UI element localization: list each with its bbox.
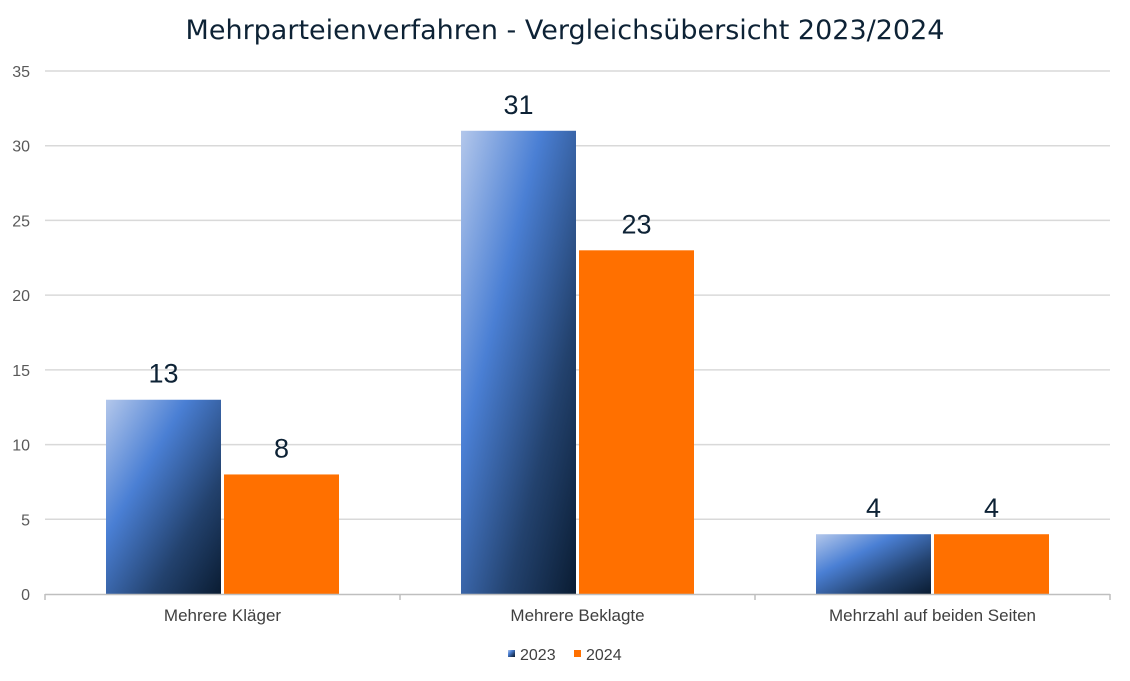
y-tick-label: 25 [12, 213, 30, 230]
chart-title: Mehrparteienverfahren - Vergleichsübersi… [186, 15, 945, 46]
data-label: 4 [984, 493, 999, 523]
data-label: 13 [148, 359, 178, 389]
gridlines [45, 70, 1110, 521]
x-category-label: Mehrere Beklagte [510, 606, 644, 625]
x-axis: Mehrere Kläger Mehrere Beklagte Mehrzahl a… [44, 593, 1111, 625]
y-tick-label: 10 [12, 438, 30, 455]
y-tick-label: 5 [21, 512, 30, 529]
bars [106, 130, 1049, 595]
bar-2024-2 [934, 534, 1049, 594]
y-tick-label: 35 [12, 64, 30, 81]
data-labels: 13 8 31 23 4 4 [148, 90, 999, 523]
legend-label: 2023 [520, 647, 556, 664]
data-label: 23 [621, 209, 651, 239]
legend-swatch-2024 [574, 650, 581, 657]
data-label: 8 [274, 433, 289, 463]
legend: 2023 2024 [508, 647, 622, 664]
y-tick-label: 20 [12, 288, 30, 305]
y-tick-label: 30 [12, 139, 30, 156]
bar-2024-0 [224, 474, 339, 594]
bar-2024-1 [579, 250, 694, 595]
data-label: 4 [866, 493, 881, 523]
y-axis-ticks: 0 5 10 15 20 25 30 35 [12, 64, 30, 604]
y-tick-label: 0 [21, 587, 30, 604]
x-category-label: Mehrzahl auf beiden Seiten [829, 606, 1036, 625]
y-tick-label: 15 [12, 363, 30, 380]
bar-2023-0 [106, 399, 221, 594]
x-category-label: Mehrere Kläger [164, 606, 282, 625]
data-label: 31 [503, 90, 533, 120]
bar-2023-2 [816, 534, 931, 594]
legend-label: 2024 [586, 647, 622, 664]
legend-swatch-2023 [508, 650, 515, 657]
bar-2023-1 [461, 130, 576, 594]
